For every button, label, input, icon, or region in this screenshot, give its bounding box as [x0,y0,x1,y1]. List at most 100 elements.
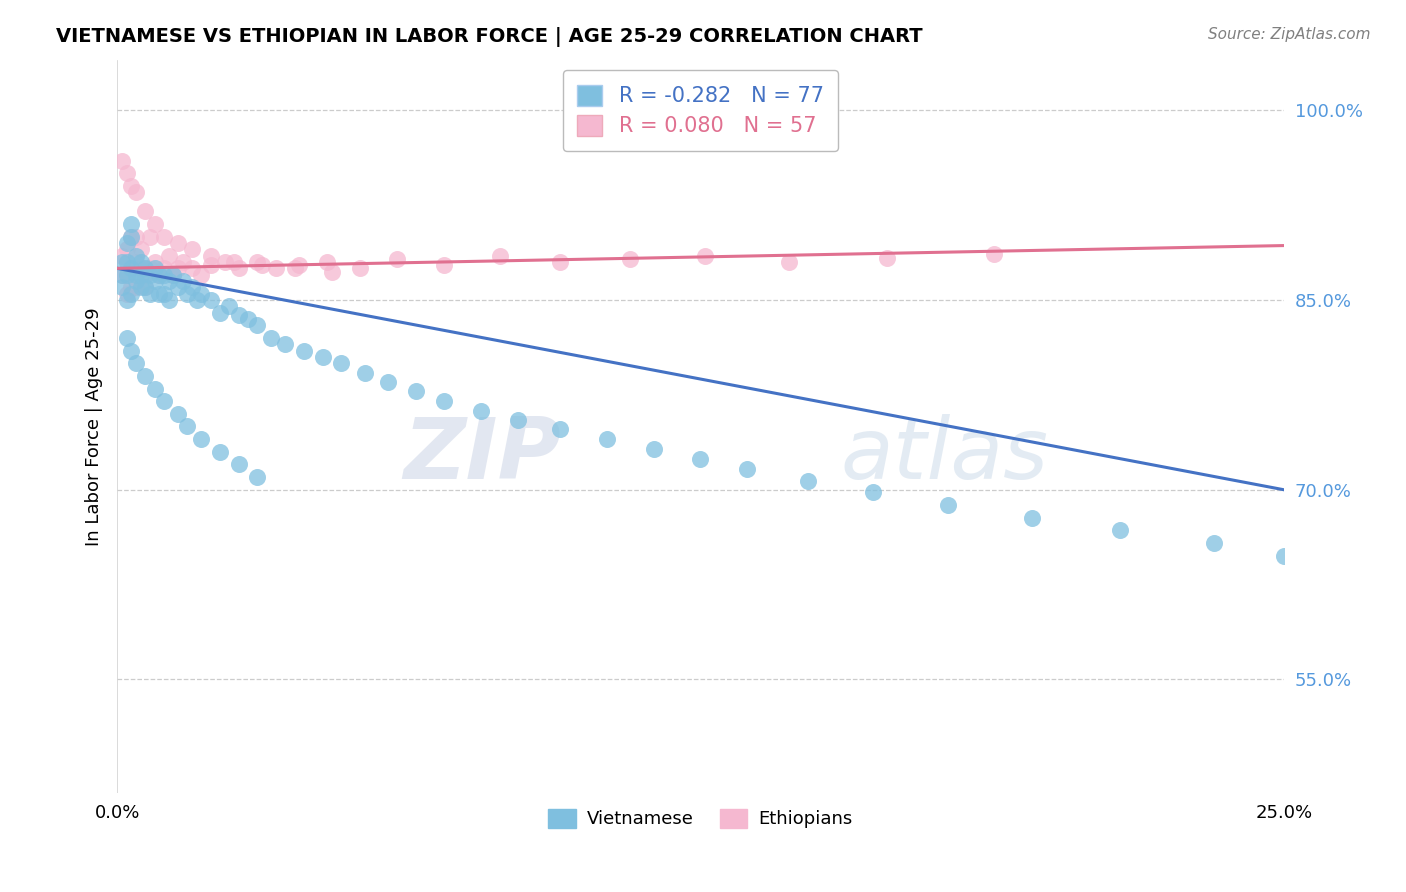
Point [120,217,142,231]
Point [134,280,156,294]
Point [153,268,176,282]
Point [433,394,456,409]
Point [260,331,283,345]
Point [321,265,343,279]
Point [125,268,148,282]
Point [222,255,245,269]
Point [190,432,212,446]
Point [120,229,142,244]
Point [115,166,138,180]
Point [111,153,134,168]
Point [125,274,148,288]
Point [120,261,142,276]
Point [180,280,202,294]
Point [111,268,134,282]
Point [120,280,142,294]
Point [228,458,250,472]
Legend: Vietnamese, Ethiopians: Vietnamese, Ethiopians [541,802,859,836]
Point [162,268,184,282]
Point [218,299,240,313]
Point [190,286,212,301]
Point [134,204,156,219]
Point [311,350,333,364]
Point [1202,536,1225,550]
Point [120,343,142,358]
Point [134,261,156,276]
Point [125,280,148,294]
Point [550,422,572,436]
Point [143,217,166,231]
Point [643,442,665,457]
Y-axis label: In Labor Force | Age 25-29: In Labor Force | Age 25-29 [86,307,103,546]
Point [148,268,170,282]
Point [214,255,236,269]
Point [200,293,222,307]
Point [139,268,162,282]
Point [200,249,222,263]
Point [353,367,375,381]
Point [274,337,297,351]
Point [250,258,273,272]
Point [139,261,162,276]
Point [264,261,287,276]
Point [330,356,353,370]
Point [190,268,212,282]
Point [470,404,492,418]
Point [115,331,138,345]
Point [550,255,572,269]
Point [153,394,176,409]
Point [166,235,188,250]
Point [139,229,162,244]
Point [111,249,134,263]
Point [619,252,641,267]
Point [115,268,138,282]
Point [157,274,180,288]
Point [153,261,176,276]
Point [778,255,800,269]
Point [288,258,311,272]
Point [385,252,408,267]
Point [153,229,176,244]
Point [433,258,456,272]
Point [936,498,959,512]
Point [349,261,371,276]
Point [405,384,427,398]
Point [508,413,530,427]
Point [129,255,152,269]
Point [129,268,152,282]
Point [735,462,758,476]
Point [139,286,162,301]
Point [166,280,188,294]
Point [143,382,166,396]
Point [876,251,898,265]
Point [134,268,156,282]
Point [120,261,142,276]
Point [246,470,269,484]
Point [134,368,156,383]
Point [176,419,198,434]
Point [125,255,148,269]
Point [689,452,711,467]
Point [125,356,148,370]
Point [111,268,134,282]
Point [115,293,138,307]
Text: VIETNAMESE VS ETHIOPIAN IN LABOR FORCE | AGE 25-29 CORRELATION CHART: VIETNAMESE VS ETHIOPIAN IN LABOR FORCE |… [56,27,922,46]
Point [111,280,134,294]
Point [143,261,166,276]
Point [1021,510,1043,524]
Point [377,375,399,389]
Point [283,261,305,276]
Point [134,280,156,294]
Point [143,274,166,288]
Point [166,407,188,421]
Point [157,249,180,263]
Point [115,255,138,269]
Point [129,243,152,257]
Point [172,274,194,288]
Text: atlas: atlas [841,414,1049,498]
Point [200,258,222,272]
Point [129,280,152,294]
Point [115,268,138,282]
Point [115,235,138,250]
Point [162,268,184,282]
